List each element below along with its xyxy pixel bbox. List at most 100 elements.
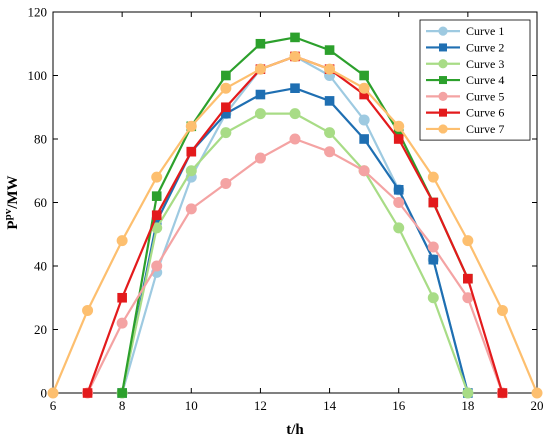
data-point — [358, 165, 370, 177]
data-point — [82, 304, 94, 316]
series-layer — [47, 32, 543, 399]
data-point — [254, 63, 266, 75]
legend-item: Curve 7 — [426, 122, 504, 136]
data-point — [324, 63, 336, 75]
data-point — [151, 210, 162, 220]
legend-marker — [439, 43, 447, 52]
axes: 6 8 10 12 14 16 18 20 0 20 40 60 80 100 120 t/h Ppv/MW — [2, 5, 544, 439]
y-tick-label: 80 — [34, 132, 47, 147]
data-point — [255, 89, 266, 100]
y-tick-label: 20 — [34, 322, 47, 337]
data-point — [393, 134, 404, 144]
legend-marker — [438, 124, 448, 134]
data-point — [151, 191, 162, 201]
data-point — [82, 388, 93, 398]
data-point — [117, 388, 127, 398]
legend-label: Curve 4 — [466, 73, 504, 87]
data-point — [427, 171, 439, 183]
x-tick-label: 14 — [323, 398, 337, 413]
legend-marker — [438, 26, 448, 36]
data-point — [358, 82, 370, 94]
data-point — [462, 387, 474, 399]
y-axis-title: Ppv/MW — [2, 175, 21, 229]
x-tick-label: 6 — [50, 398, 57, 413]
x-tick-label: 18 — [461, 398, 474, 413]
x-tick-label: 10 — [185, 398, 198, 413]
data-point — [324, 96, 335, 106]
x-tick-label: 12 — [254, 398, 267, 413]
y-tick-label: 40 — [34, 259, 47, 274]
data-point — [254, 152, 266, 164]
data-point — [185, 165, 197, 177]
legend-label: Curve 7 — [466, 122, 504, 136]
legend-item: Curve 5 — [426, 89, 504, 103]
data-point — [531, 387, 543, 399]
legend-item: Curve 1 — [426, 24, 504, 38]
x-tick-label: 20 — [531, 398, 544, 413]
data-point — [393, 222, 405, 234]
data-point — [462, 235, 474, 247]
series-1 — [116, 50, 474, 399]
data-point — [220, 177, 232, 189]
data-point — [428, 254, 439, 265]
data-point — [116, 235, 128, 247]
data-point — [393, 120, 405, 132]
data-point — [290, 83, 300, 94]
legend-label: Curve 3 — [466, 57, 504, 71]
data-point — [497, 388, 508, 398]
data-point — [254, 108, 266, 120]
data-point — [220, 127, 232, 139]
data-point — [427, 241, 439, 253]
data-point — [117, 292, 127, 303]
data-point — [462, 292, 474, 304]
y-tick-label: 60 — [34, 195, 47, 210]
data-point — [220, 82, 232, 94]
y-tick-label: 120 — [28, 5, 48, 20]
legend-marker — [439, 76, 447, 85]
y-tick-label: 100 — [28, 68, 48, 83]
legend-marker — [439, 108, 447, 117]
x-tick-label: 16 — [392, 398, 406, 413]
legend-item: Curve 3 — [426, 57, 504, 71]
data-point — [289, 50, 301, 62]
data-point — [359, 70, 369, 81]
series-line — [121, 112, 469, 394]
data-point — [185, 203, 197, 215]
data-point — [289, 133, 301, 145]
series-3 — [116, 108, 474, 399]
data-point — [463, 273, 473, 284]
data-point — [359, 134, 369, 144]
data-point — [289, 108, 301, 120]
legend-item: Curve 6 — [426, 106, 504, 120]
x-tick-label: 8 — [119, 398, 126, 413]
data-point — [324, 146, 336, 158]
legend-marker — [438, 91, 448, 101]
data-point — [151, 260, 163, 272]
data-point — [185, 120, 197, 132]
y-tick-label: 0 — [41, 386, 48, 401]
data-point — [47, 387, 59, 399]
data-point — [324, 45, 335, 55]
data-point — [290, 32, 300, 43]
data-point — [358, 114, 370, 126]
legend-item: Curve 2 — [426, 40, 504, 54]
data-point — [393, 197, 405, 208]
data-point — [427, 292, 439, 304]
legend-label: Curve 5 — [466, 89, 504, 103]
legend-item: Curve 4 — [426, 73, 504, 87]
data-point — [186, 146, 197, 157]
data-point — [496, 304, 508, 316]
data-point — [151, 171, 163, 183]
data-point — [255, 38, 266, 49]
data-point — [221, 70, 231, 81]
data-point — [428, 197, 439, 208]
legend-marker — [438, 59, 448, 69]
data-point — [116, 317, 128, 329]
data-point — [221, 102, 231, 113]
series-5 — [82, 133, 508, 399]
legend-label: Curve 1 — [466, 24, 504, 38]
legend: Curve 1 Curve 2 Curve 3 Curve 4 Curve 5 Curve… — [419, 19, 531, 141]
data-point — [324, 127, 336, 139]
